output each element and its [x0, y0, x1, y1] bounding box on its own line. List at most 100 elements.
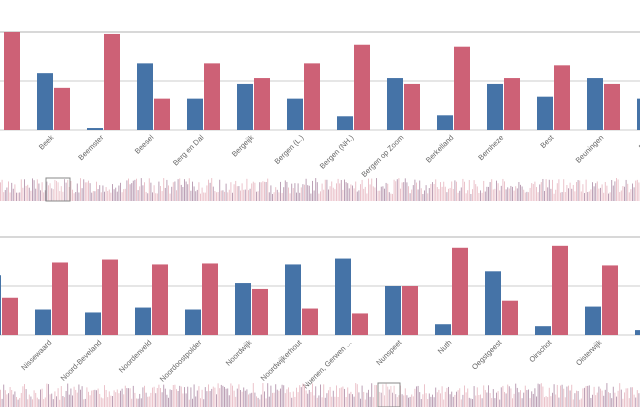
overview-bar	[273, 192, 275, 201]
bar-series-b[interactable]	[54, 87, 70, 130]
bar-series-a[interactable]	[387, 78, 403, 130]
overview-bar	[480, 190, 481, 201]
bar-series-b[interactable]	[152, 264, 168, 335]
bar-series-b[interactable]	[154, 98, 170, 130]
overview-strip[interactable]	[0, 382, 640, 407]
overview-bar	[177, 391, 179, 407]
overview-bar	[80, 178, 81, 201]
overview-bar	[22, 386, 24, 407]
overview-bar	[396, 397, 398, 407]
bar-series-b[interactable]	[302, 308, 318, 335]
overview-bar	[579, 180, 581, 201]
overview-bar	[262, 181, 264, 201]
bar-series-b[interactable]	[352, 313, 368, 335]
bar-series-b[interactable]	[504, 78, 520, 130]
bar-series-a[interactable]	[337, 116, 353, 130]
bar-series-a[interactable]	[85, 312, 101, 335]
overview-bar	[460, 399, 462, 407]
overview-bar	[144, 182, 145, 201]
overview-bar	[622, 398, 624, 407]
bar-series-b[interactable]	[354, 44, 370, 130]
overview-bar	[388, 389, 390, 407]
overview-bar	[232, 385, 233, 407]
overview-bar	[107, 190, 109, 201]
overview-bar	[96, 181, 97, 201]
bar-series-b[interactable]	[404, 83, 420, 130]
overview-bar	[396, 179, 398, 201]
bar-series-a[interactable]	[585, 306, 601, 335]
bar-series-a[interactable]	[137, 63, 153, 130]
overview-selection-window[interactable]	[377, 382, 401, 407]
bar-series-b[interactable]	[554, 65, 570, 130]
overview-bar	[89, 183, 91, 201]
bar-series-a[interactable]	[335, 258, 351, 335]
overview-selection-window[interactable]	[45, 177, 71, 202]
overview-strip[interactable]	[0, 177, 640, 202]
overview-bar	[169, 193, 171, 201]
overview-bar	[4, 390, 6, 407]
x-tick-label: Bernheze	[476, 133, 505, 162]
bar-series-b[interactable]	[52, 262, 68, 335]
bar-series-a[interactable]	[185, 309, 201, 335]
bar-series-a[interactable]	[535, 326, 551, 335]
bar-series-a[interactable]	[485, 271, 501, 335]
bar-series-a[interactable]	[487, 83, 503, 130]
overview-bar	[57, 182, 59, 201]
overview-bar	[110, 192, 112, 201]
bar-series-b[interactable]	[604, 83, 620, 130]
overview-bar	[456, 181, 457, 201]
bar-series-b[interactable]	[204, 63, 220, 130]
overview-bar	[156, 193, 158, 201]
bar-series-b[interactable]	[602, 265, 618, 335]
overview-bar	[456, 391, 457, 407]
overview-bar	[123, 394, 125, 407]
bar-series-b[interactable]	[252, 288, 268, 335]
bar-series-a[interactable]	[187, 98, 203, 130]
bar-series-b[interactable]	[254, 78, 270, 130]
overview-bar	[0, 389, 1, 407]
bar-series-b[interactable]	[452, 247, 468, 335]
bar-series-a[interactable]	[435, 324, 451, 335]
overview-bar	[43, 399, 45, 407]
bar-series-b[interactable]	[402, 286, 418, 335]
bar-series-a[interactable]	[135, 307, 151, 335]
bar-series-a[interactable]	[437, 115, 453, 130]
overview-bar	[392, 392, 393, 407]
bar-series-a[interactable]	[637, 98, 640, 130]
bar-series-a[interactable]	[285, 264, 301, 335]
bar-series-b[interactable]	[104, 33, 120, 130]
bar-series-a[interactable]	[587, 78, 603, 130]
bar-series-a[interactable]	[0, 275, 1, 335]
bar-series-a[interactable]	[635, 330, 640, 335]
bar-series-b[interactable]	[454, 46, 470, 131]
bar-series-b[interactable]	[4, 32, 20, 130]
bar-series-a[interactable]	[537, 96, 553, 130]
bar-series-a[interactable]	[37, 73, 53, 130]
bar-series-b[interactable]	[102, 259, 118, 335]
overview-bar	[76, 392, 78, 407]
bar-series-a[interactable]	[235, 283, 251, 335]
overview-bar	[324, 179, 326, 201]
overview-bar	[115, 392, 117, 407]
overview-bar	[59, 399, 61, 407]
overview-bar	[19, 397, 21, 407]
overview-bar	[539, 184, 541, 201]
bar-series-b[interactable]	[502, 300, 518, 335]
bar-series-b[interactable]	[202, 263, 218, 335]
overview-bar	[435, 387, 437, 407]
bar-series-b[interactable]	[552, 245, 568, 335]
bar-series-b[interactable]	[2, 297, 18, 335]
bar-series-b[interactable]	[304, 63, 320, 130]
bar-series-a[interactable]	[237, 83, 253, 130]
bar-series-a[interactable]	[87, 128, 103, 130]
overview-bar	[606, 185, 608, 201]
overview-bar	[123, 189, 125, 201]
bar-series-a[interactable]	[35, 309, 51, 335]
bar-series-a[interactable]	[385, 286, 401, 335]
overview-bar	[88, 391, 89, 407]
overview-bar	[136, 398, 137, 407]
bar-series-a[interactable]	[287, 98, 303, 130]
overview-bar	[291, 183, 293, 201]
overview-bar	[464, 385, 465, 407]
overview-bar	[188, 399, 190, 407]
